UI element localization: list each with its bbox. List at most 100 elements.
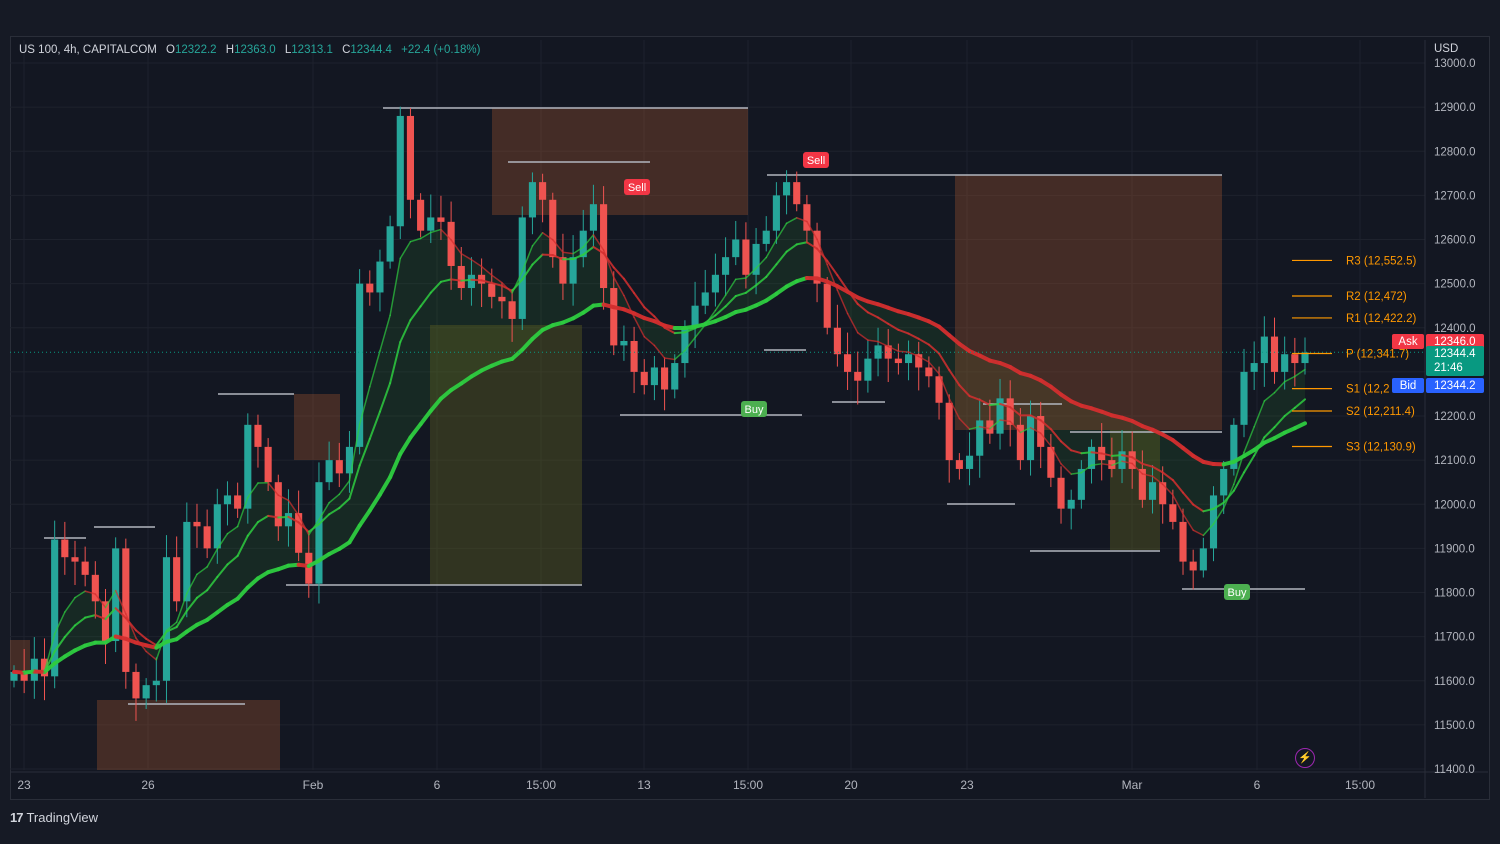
ma-fast-line: [358, 385, 371, 426]
tradingview-logo-icon: 17: [10, 810, 24, 825]
pivot-label: S2 (12,211.4): [1346, 406, 1415, 418]
ma-mid-line: [53, 635, 66, 653]
ma-fast-line: [897, 350, 910, 353]
ma-mid-line: [368, 410, 381, 440]
pivot-label: P (12,341.7): [1346, 348, 1409, 360]
candle-body: [61, 539, 69, 558]
candle-body: [10, 671, 18, 681]
ma-fast-line: [1273, 380, 1286, 394]
ma-fast-line: [765, 239, 778, 259]
candle-body: [112, 548, 120, 642]
candle-body: [854, 371, 862, 381]
candle-body: [661, 367, 669, 390]
ma-mid-line: [63, 624, 76, 638]
x-tick-label: 13: [637, 778, 651, 792]
candle-body: [142, 685, 150, 699]
price-tag-bg: [1426, 346, 1484, 376]
candle-body: [610, 288, 618, 346]
ma-fast-line: [582, 234, 595, 248]
candle-body: [1270, 336, 1279, 372]
close-label: C: [342, 44, 351, 56]
ma-mid-line: [531, 253, 544, 266]
ma-fast-line: [1009, 420, 1022, 434]
candle-body: [132, 671, 140, 699]
ma-fast-line: [1029, 427, 1042, 434]
ma-fast-line: [33, 669, 46, 673]
y-tick-label: 11400.0: [1434, 764, 1475, 776]
ma-fast-line: [74, 590, 86, 599]
ma-fast-line: [1019, 427, 1032, 434]
candle-body: [1240, 371, 1248, 425]
ma-fast-line: [806, 220, 818, 241]
currency-label[interactable]: USD: [1434, 43, 1459, 55]
symbol-title[interactable]: US 100, 4h, CAPITALCOM: [19, 44, 157, 56]
ma-fast-line: [1039, 432, 1052, 447]
ma-slow-line: [459, 374, 474, 386]
ma-slow-line: [398, 435, 413, 456]
ma-slow-line: [449, 381, 464, 393]
ma-slow-line: [388, 451, 403, 480]
candle-body: [793, 182, 801, 205]
ma-mid-line: [145, 637, 158, 647]
candle-body: [935, 376, 943, 403]
candle-body: [894, 358, 902, 364]
ma-mid-line: [409, 305, 422, 322]
candle-body: [234, 495, 242, 509]
ma-mid-line: [734, 291, 747, 298]
y-tick-label: 12700.0: [1434, 190, 1476, 202]
supply-zone: [10, 640, 30, 670]
ma-fast-line: [165, 621, 178, 632]
ma-fast-line: [1253, 400, 1266, 428]
signal-label: Sell: [807, 155, 825, 167]
ma-fast-line: [501, 281, 513, 294]
ma-mid-line: [358, 437, 371, 467]
candle-body: [1077, 468, 1085, 500]
candle-body: [122, 548, 130, 672]
x-tick-label: 23: [960, 778, 974, 792]
ma-slow-line: [235, 585, 250, 601]
x-tick-label: 23: [17, 778, 31, 792]
ma-slow-line: [438, 388, 454, 401]
price-tag-label-bg: [1392, 334, 1424, 349]
tradingview-footer[interactable]: 17 TradingView: [10, 810, 98, 825]
ma-fast-line: [155, 629, 168, 661]
ma-fast-line: [1060, 463, 1072, 475]
ma-slow-line: [408, 422, 423, 440]
candle-body: [101, 601, 110, 642]
ma-mid-line: [1151, 465, 1164, 474]
y-tick-label: 12200.0: [1434, 411, 1476, 423]
ma-mid-line: [267, 514, 280, 519]
ma-fast-line: [521, 245, 534, 273]
ma-slow-line: [245, 576, 260, 590]
candle-body: [1067, 499, 1075, 509]
ma-fast-line: [369, 350, 381, 388]
ma-fast-line: [348, 423, 361, 482]
ma-mid-line: [999, 402, 1012, 409]
ma-mid-line: [897, 328, 910, 335]
ma-fast-line: [480, 265, 493, 276]
candle-body: [528, 182, 536, 218]
ma-mid-line: [826, 259, 839, 277]
open-value: 12322.2: [175, 44, 217, 56]
ma-fast-line: [104, 589, 117, 609]
ma-mid-line: [317, 513, 331, 526]
signal-badge: [803, 152, 829, 168]
candle-body: [274, 482, 282, 527]
ma-mid-line: [765, 263, 778, 278]
lightning-icon[interactable]: ⚡: [1295, 748, 1315, 768]
ma-mid-line: [673, 331, 686, 335]
ma-fast-line: [978, 425, 991, 430]
ma-fast-line: [450, 239, 463, 255]
low-label: L: [284, 44, 292, 56]
ma-fast-line: [511, 270, 524, 294]
ma-fast-line: [196, 566, 208, 576]
candle-body: [783, 182, 791, 196]
candle-body: [1118, 451, 1126, 469]
price-tag-label: Ask: [1398, 336, 1417, 348]
ma-fast-line: [236, 496, 249, 528]
candle-body: [1209, 495, 1218, 549]
ma-fast-line: [175, 592, 188, 623]
ma-fast-line: [948, 397, 961, 420]
ma-mid-line: [907, 332, 920, 340]
